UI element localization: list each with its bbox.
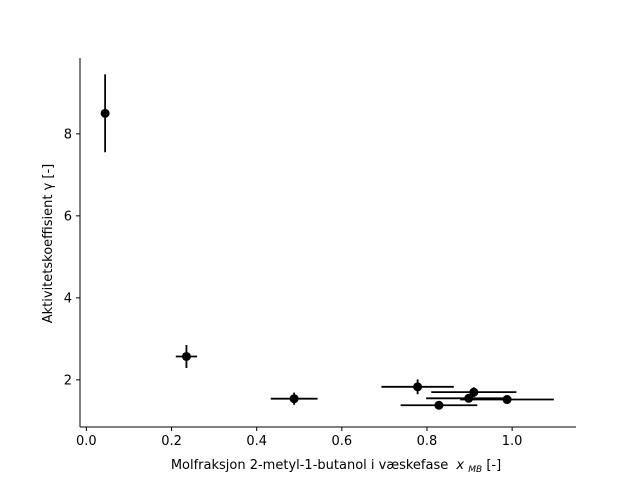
x-tick-label: 0.2 — [161, 434, 182, 449]
x-axis-label-variable: x — [455, 458, 464, 473]
y-tick-label: 4 — [64, 291, 72, 306]
data-point — [289, 394, 299, 404]
data-point-group — [270, 392, 318, 405]
x-tick-label: 1.0 — [502, 434, 523, 449]
x-tick-label: 0.8 — [417, 434, 438, 449]
x-tick-label: 0.4 — [246, 434, 267, 449]
data-point-group — [175, 345, 198, 368]
x-tick-label: 0.0 — [76, 434, 97, 449]
y-tick-label: 6 — [64, 209, 72, 224]
y-tick-label: 2 — [64, 373, 72, 388]
x-axis-label-subscript: MB — [468, 465, 482, 475]
x-axis-label-text: Molfraksjon 2-metyl-1-butanol i væskefas… — [171, 458, 448, 473]
data-point — [502, 395, 512, 405]
data-point-group — [381, 379, 454, 395]
data-point — [181, 351, 191, 361]
data-point — [469, 387, 479, 397]
data-point — [434, 400, 444, 410]
y-axis-ticks: 2 4 6 8 — [64, 127, 80, 388]
data-point-group — [100, 74, 110, 153]
x-axis-label: Molfraksjon 2-metyl-1-butanol i væskefas… — [171, 458, 501, 476]
data-point-group — [431, 387, 517, 398]
data-points — [100, 74, 554, 410]
data-point-group — [460, 395, 554, 405]
axes: 0.0 0.2 0.4 0.6 0.8 1.0 2 4 6 8 — [64, 58, 576, 449]
y-axis-label: Aktivitetskoeffisient γ [-] — [41, 164, 56, 324]
x-axis-label-unit: [-] — [486, 458, 501, 473]
data-point-group — [400, 400, 478, 410]
data-point — [464, 393, 474, 403]
x-tick-label: 0.6 — [331, 434, 352, 449]
data-point — [100, 108, 110, 118]
y-tick-label: 8 — [64, 127, 72, 142]
data-point-group — [426, 393, 512, 403]
x-axis-ticks: 0.0 0.2 0.4 0.6 0.8 1.0 — [76, 427, 522, 449]
data-point — [413, 382, 423, 392]
